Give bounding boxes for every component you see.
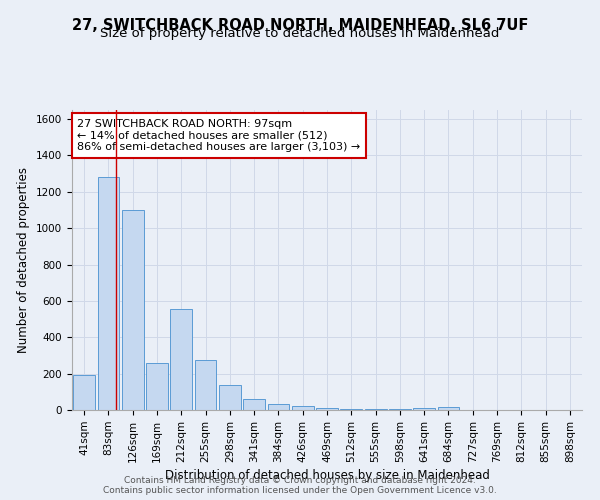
Bar [292,406,314,410]
Bar [194,360,217,410]
Bar [437,408,460,410]
Bar [73,374,95,410]
X-axis label: Distribution of detached houses by size in Maidenhead: Distribution of detached houses by size … [164,469,490,482]
Bar [413,408,435,410]
Bar [170,309,192,410]
Text: Size of property relative to detached houses in Maidenhead: Size of property relative to detached ho… [100,28,500,40]
Text: 27, SWITCHBACK ROAD NORTH, MAIDENHEAD, SL6 7UF: 27, SWITCHBACK ROAD NORTH, MAIDENHEAD, S… [72,18,528,32]
Bar [219,386,241,410]
Bar [365,409,386,410]
Bar [122,210,143,410]
Bar [316,408,338,410]
Bar [146,362,168,410]
Text: 27 SWITCHBACK ROAD NORTH: 97sqm
← 14% of detached houses are smaller (512)
86% o: 27 SWITCHBACK ROAD NORTH: 97sqm ← 14% of… [77,119,361,152]
Bar [243,399,265,410]
Text: Contains HM Land Registry data © Crown copyright and database right 2024.
Contai: Contains HM Land Registry data © Crown c… [103,476,497,495]
Bar [340,408,362,410]
Y-axis label: Number of detached properties: Number of detached properties [17,167,31,353]
Bar [268,404,289,410]
Bar [97,178,119,410]
